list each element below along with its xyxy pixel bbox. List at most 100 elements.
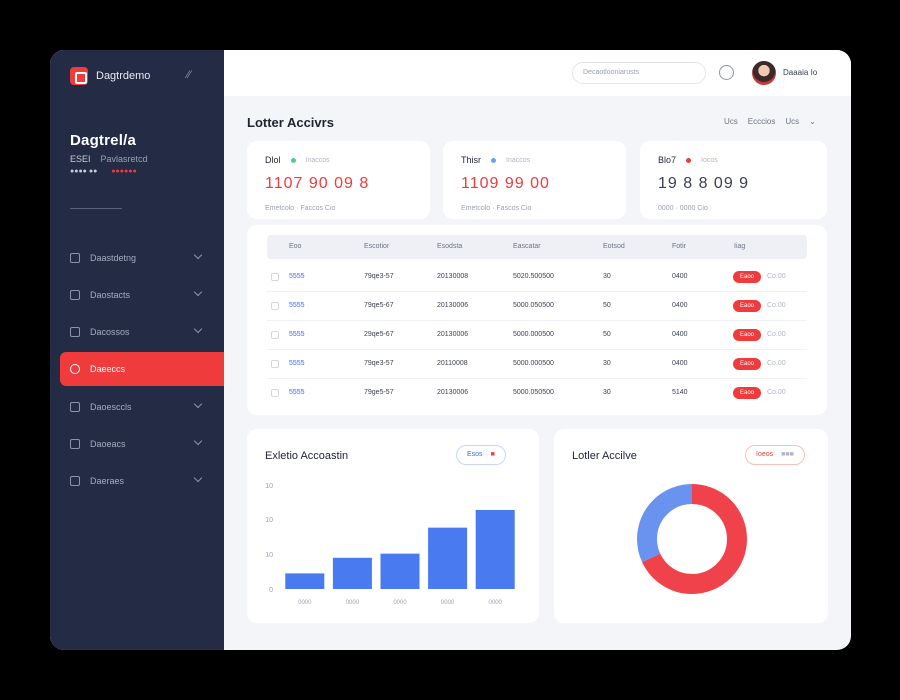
- chart-filter-label: Ioeos: [756, 451, 774, 458]
- table-row[interactable]: 5555 79ge5-57 20130006 5000.050500 30 51…: [267, 379, 807, 408]
- row-id-link[interactable]: 5555: [289, 331, 305, 338]
- table-cell: 0400: [672, 331, 688, 338]
- column-header[interactable]: Eascatar: [513, 243, 541, 250]
- bar[interactable]: [332, 557, 372, 589]
- column-header[interactable]: Eotsod: [603, 243, 625, 250]
- status-badge[interactable]: Eaoo: [733, 271, 761, 283]
- table-cell: 20110008: [437, 360, 468, 367]
- chevron-down-icon[interactable]: ⌄: [809, 117, 816, 126]
- sidebar-item-label: Daeraes: [90, 475, 125, 486]
- sidebar-item-label: Daoeacs: [90, 438, 126, 449]
- filter-icon: ■■■: [781, 451, 794, 458]
- table-cell: Co.00: [767, 273, 786, 280]
- status-badge[interactable]: Eaoo: [733, 329, 761, 341]
- sidebar-item-contacts[interactable]: Daostacts: [50, 276, 224, 313]
- sidebar-item-dashboard[interactable]: Daastdetng: [50, 239, 224, 276]
- table-row[interactable]: 5555 79qe5-67 20130006 5000.050500 50 04…: [267, 292, 807, 321]
- table-row[interactable]: 5555 79qe3-57 20130008 5020.500500 30 04…: [267, 263, 807, 292]
- table-cell: Co.00: [767, 389, 786, 396]
- profile-meta-a: ●●●● ●●: [70, 168, 98, 175]
- column-header[interactable]: Esodsta: [437, 243, 463, 250]
- avatar[interactable]: [752, 61, 776, 85]
- title-control[interactable]: Ucs: [724, 117, 738, 126]
- row-id-link[interactable]: 5555: [289, 273, 305, 280]
- stat-card: Dlol Inaccos 1107 90 09 8 Emetcolo · Fac…: [247, 141, 430, 219]
- column-header[interactable]: Iiag: [734, 243, 746, 250]
- table-header: Eoo Escotior Esodsta Eascatar Eotsod Fot…: [267, 235, 807, 259]
- y-tick-label: 10: [265, 517, 273, 524]
- table-row[interactable]: 5555 79qe3-57 20110008 5000.000500 30 04…: [267, 350, 807, 379]
- row-checkbox[interactable]: [271, 273, 279, 281]
- sidebar-item-accounts[interactable]: Daoeacs: [50, 425, 224, 462]
- chevron-down-icon: [193, 324, 203, 334]
- profile-detail-a: ESEI: [70, 154, 91, 164]
- table-cell: 50: [603, 302, 611, 309]
- stat-value: 1109 99 00: [461, 175, 550, 192]
- chevron-down-icon: [193, 287, 203, 297]
- stat-footnote: 0000 · 0000 Cio: [658, 205, 708, 212]
- search-input[interactable]: Decaotlooniarusts: [572, 62, 706, 84]
- sidebar-item-label: Daastdetng: [90, 252, 137, 263]
- table-cell: 0400: [672, 302, 688, 309]
- title-controls: Ucs Ecccios Ucs ⌄: [724, 117, 816, 126]
- row-checkbox[interactable]: [271, 331, 279, 339]
- chart-title: Lotler Accilve: [572, 450, 637, 462]
- donut-slice[interactable]: [637, 484, 747, 594]
- table-cell: Co.00: [767, 360, 786, 367]
- contacts-icon: [70, 289, 80, 300]
- chart-filter-button[interactable]: Ioeos ■■■: [745, 445, 805, 465]
- brand[interactable]: Dagtrdemo: [70, 67, 150, 85]
- table-cell: 30: [603, 360, 611, 367]
- stat-value: 19 8 8 09 9: [658, 175, 750, 192]
- column-header[interactable]: Eoo: [289, 243, 302, 250]
- stat-label: Dlol: [265, 155, 281, 165]
- row-id-link[interactable]: 5555: [289, 389, 305, 396]
- status-badge[interactable]: Eaoo: [733, 387, 761, 399]
- sidebar-item-documents[interactable]: Dacossos: [50, 313, 224, 350]
- stat-sub-label: Inaccos: [506, 156, 531, 164]
- table-cell: 5020.500500: [513, 273, 554, 280]
- chevron-down-icon: [193, 473, 203, 483]
- column-header[interactable]: Escotior: [364, 243, 390, 250]
- list-icon: [70, 475, 80, 486]
- transactions-table: Eoo Escotior Esodsta Eascatar Eotsod Fot…: [247, 225, 827, 415]
- bar-chart-card: Exletio Accoastin Esos ■ 10 10 10 0 0000 0000…: [247, 429, 539, 623]
- sidebar-item-label: Daostacts: [90, 289, 131, 300]
- y-tick-label: 0: [269, 587, 273, 594]
- row-checkbox[interactable]: [271, 360, 279, 368]
- bar[interactable]: [428, 527, 468, 589]
- row-id-link[interactable]: 5555: [289, 302, 305, 309]
- profile-detail-b: Pavlasretcd: [100, 154, 148, 164]
- stat-card: Thisr Inaccos 1109 99 00 Emetcolo · Fasc…: [443, 141, 626, 219]
- topbar: Decaotlooniarusts Daaaia Io: [224, 50, 851, 96]
- chart-filter-button[interactable]: Esos ■: [456, 445, 506, 465]
- sidebar-item-reports[interactable]: Daoesccls: [50, 388, 224, 425]
- column-header[interactable]: Fotir: [672, 243, 686, 250]
- profile-meta-b: ●●●●●●: [111, 168, 137, 175]
- row-id-link[interactable]: 5555: [289, 360, 305, 367]
- table-cell: 0400: [672, 273, 688, 280]
- bar[interactable]: [475, 509, 515, 589]
- sidebar-item-settings[interactable]: Daeraes: [50, 462, 224, 499]
- status-badge[interactable]: Eaoo: [733, 300, 761, 312]
- notification-icon[interactable]: [719, 65, 734, 80]
- sidebar-item-active[interactable]: Daeeccs: [60, 352, 224, 386]
- row-checkbox[interactable]: [271, 302, 279, 310]
- bar[interactable]: [380, 553, 420, 589]
- collapse-sidebar-icon[interactable]: ⁄⁄: [187, 69, 191, 81]
- title-control[interactable]: Ucs: [785, 117, 800, 126]
- stat-sub-label: Iocos: [701, 156, 718, 164]
- table-cell: 20130006: [437, 331, 469, 338]
- row-checkbox[interactable]: [271, 389, 279, 397]
- table-cell: 20130008: [437, 273, 469, 280]
- status-badge[interactable]: Eaoo: [733, 358, 761, 370]
- bar[interactable]: [285, 573, 325, 589]
- profile-meta: ●●●● ●● ●●●●●●: [70, 168, 137, 175]
- donut-chart-card: Lotler Accilve Ioeos ■■■: [554, 429, 828, 623]
- user-name[interactable]: Daaaia Io: [783, 68, 818, 77]
- brand-name: Dagtrdemo: [96, 70, 151, 82]
- title-control[interactable]: Ecccios: [747, 117, 776, 126]
- table-row[interactable]: 5555 29qe5-67 20130006 5000.000500 50 04…: [267, 321, 807, 350]
- table-cell: 79ge5-57: [364, 389, 394, 396]
